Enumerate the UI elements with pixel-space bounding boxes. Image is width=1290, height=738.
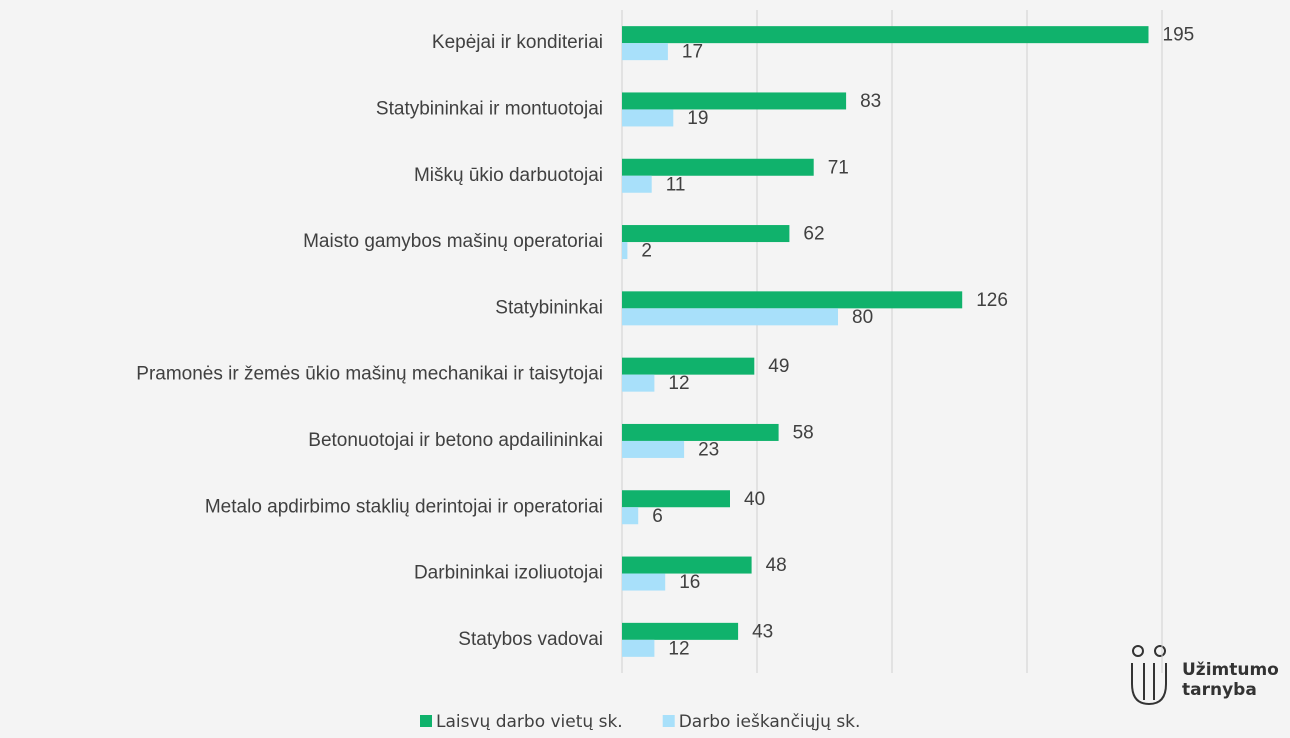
bar [622,92,847,110]
value-label: 48 [766,555,787,576]
value-label: 71 [828,157,849,178]
value-label: 40 [744,489,765,510]
bar [622,639,655,657]
bar [622,43,668,61]
bar [622,158,814,176]
bar [622,175,652,193]
bar [622,490,730,508]
value-label: 6 [652,506,663,527]
bar [622,109,674,127]
value-label: 80 [852,307,873,328]
value-label: 126 [976,290,1008,311]
logo-text: Užimtumo [1182,660,1279,680]
legend-label: Darbo ieškančiųjų sk. [679,712,861,732]
value-label: 195 [1163,25,1195,46]
value-label: 23 [698,439,719,460]
bar [622,556,752,574]
bar [622,573,666,591]
category-label: Kepėjai ir konditeriai [432,32,603,53]
category-label: Darbininkai izoliuotojai [414,563,603,584]
legend-swatch [420,715,432,727]
bar [622,242,628,260]
bar [622,26,1149,44]
value-label: 58 [793,422,814,443]
value-label: 11 [666,174,686,195]
category-label: Pramonės ir žemės ūkio mašinų mechanikai… [136,364,603,385]
category-label: Statybininkai [495,297,603,318]
category-label: Maisto gamybos mašinų operatoriai [303,231,603,252]
bar [622,423,779,441]
bar [622,622,739,640]
value-label: 49 [768,356,789,377]
legend-label: Laisvų darbo vietų sk. [436,712,623,732]
legend-swatch [662,715,675,727]
category-label: Metalo apdirbimo staklių derintojai ir o… [205,496,603,517]
value-label: 62 [803,224,824,245]
bar [622,291,963,309]
bar [622,225,790,243]
bar [622,374,655,392]
logo-text: tarnyba [1182,680,1257,700]
value-label: 17 [682,42,703,63]
bar [622,308,838,326]
value-label: 16 [679,572,700,593]
value-label: 83 [860,91,881,112]
bar [622,440,685,458]
value-label: 19 [687,108,708,129]
value-label: 43 [752,621,773,642]
category-label: Statybos vadovai [458,629,603,650]
category-label: Betonuotojai ir betono apdailininkai [308,430,603,451]
category-label: Miškų ūkio darbuotojai [414,165,603,186]
bar [622,507,639,525]
value-label: 2 [641,241,652,262]
bar [622,357,755,375]
logo-icon [1131,645,1167,706]
value-label: 12 [668,373,689,394]
category-label: Statybininkai ir montuotojai [376,98,603,119]
value-label: 12 [668,638,689,659]
